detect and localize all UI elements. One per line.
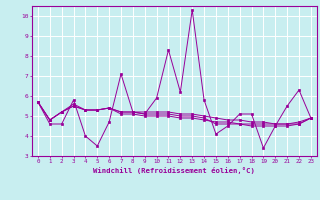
X-axis label: Windchill (Refroidissement éolien,°C): Windchill (Refroidissement éolien,°C)	[93, 167, 255, 174]
